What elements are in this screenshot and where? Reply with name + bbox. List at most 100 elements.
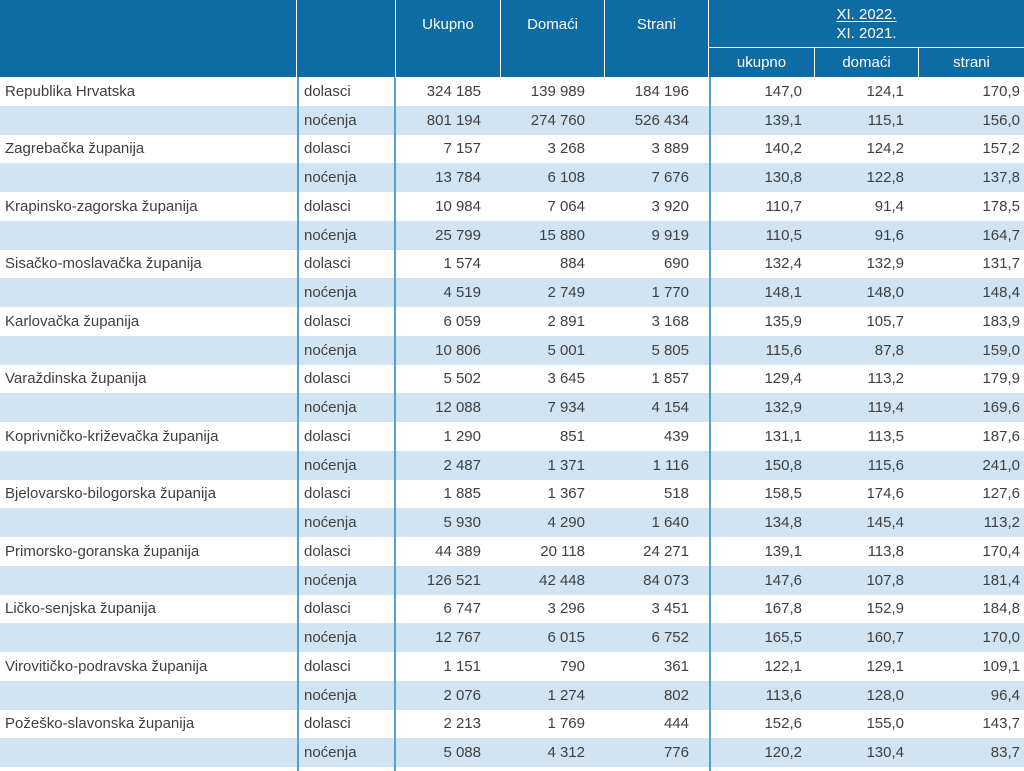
value-strani-cell: 3 168 xyxy=(651,312,689,330)
header-col-domaci: Domaći xyxy=(501,0,605,77)
value-strani-cell: 802 xyxy=(663,686,689,704)
index-strani-cell: 170,0 xyxy=(982,629,1020,647)
value-strani-cell: 444 xyxy=(663,715,689,733)
index-ukupno-cell: 152,6 xyxy=(709,709,815,739)
index-domaci-cell: 129,1 xyxy=(866,657,904,675)
sliver-cell xyxy=(297,767,396,771)
index-domaci-cell: 91,4 xyxy=(874,197,904,215)
measure-label-cell: dolasci xyxy=(297,479,396,509)
index-ukupno-cell: 158,5 xyxy=(709,479,815,509)
value-strani-cell: 1 116 xyxy=(652,456,689,474)
index-strani-cell: 109,1 xyxy=(982,657,1020,675)
value-ukupno-cell: 44 389 xyxy=(435,542,481,560)
index-strani-cell: 169,6 xyxy=(982,399,1020,417)
region-name-cell: Varaždinska županija xyxy=(5,370,147,388)
value-strani-cell: 84 073 xyxy=(643,571,689,589)
index-ukupno-cell: 135,9 xyxy=(709,307,815,336)
measure-label-cell: noćenja xyxy=(297,278,396,307)
header-sub-strani: strani xyxy=(953,54,990,71)
value-ukupno-cell: 10 806 xyxy=(435,341,481,359)
index-ukupno-cell: 122,1 xyxy=(709,652,815,681)
region-name-cell: Bjelovarsko-bilogorska županija xyxy=(5,485,216,503)
table-row: Virovitičko-podravska županija dolasci 1 1… xyxy=(0,652,1024,681)
region-name-cell xyxy=(0,221,297,250)
index-strani-cell: 181,4 xyxy=(982,571,1020,589)
index-domaci-cell: 87,8 xyxy=(874,341,904,359)
index-strani-cell: 148,4 xyxy=(982,284,1020,302)
index-strani-cell: 157,2 xyxy=(982,140,1020,158)
table-row: Krapinsko-zagorska županija dolasci 10 984… xyxy=(0,192,1024,221)
index-domaci-cell: 174,6 xyxy=(866,485,904,503)
value-ukupno-cell: 2 213 xyxy=(443,715,481,733)
value-ukupno-cell: 6 747 xyxy=(443,600,481,618)
index-strani-cell: 137,8 xyxy=(982,169,1020,187)
value-strani-cell: 3 889 xyxy=(651,140,689,158)
index-ukupno-cell: 165,5 xyxy=(709,623,815,652)
index-denominator: XI. 2021. xyxy=(836,24,897,42)
region-name-cell: Sisačko-moslavačka županija xyxy=(5,255,202,273)
index-ukupno-cell: 113,6 xyxy=(709,680,815,710)
value-ukupno-cell: 25 799 xyxy=(435,226,481,244)
index-strani-cell: 83,7 xyxy=(990,744,1020,762)
region-name-cell xyxy=(0,336,297,365)
sliver-cell xyxy=(501,767,605,771)
index-strani-cell: 143,7 xyxy=(982,715,1020,733)
table-row: noćenja 2 487 1 371 1 116 150,8 115,6 241,0 xyxy=(0,450,1024,480)
value-domaci-cell: 1 367 xyxy=(547,485,585,503)
value-strani-cell: 3 451 xyxy=(651,600,689,618)
index-ukupno-cell: 139,1 xyxy=(709,105,815,135)
index-ukupno-cell: 148,1 xyxy=(709,278,815,307)
value-domaci-cell: 7 934 xyxy=(547,399,585,417)
region-name-cell: Krapinsko-zagorska županija xyxy=(5,197,198,215)
table-row: noćenja 25 799 15 880 9 919 110,5 91,6 164,7 xyxy=(0,220,1024,250)
value-ukupno-cell: 1 885 xyxy=(443,485,481,503)
region-name-cell: Koprivničko-križevačka županija xyxy=(5,427,219,445)
value-domaci-cell: 2 891 xyxy=(547,312,585,330)
value-domaci-cell: 42 448 xyxy=(539,571,585,589)
measure-label-cell: dolasci xyxy=(297,422,396,451)
value-strani-cell: 776 xyxy=(663,744,689,762)
sliver-cell xyxy=(815,767,919,771)
region-name-cell: Zagrebačka županija xyxy=(5,140,145,158)
table-row: noćenja 5 088 4 312 776 120,2 130,4 83,7 xyxy=(0,738,1024,767)
measure-label-cell: dolasci xyxy=(297,249,396,279)
value-ukupno-cell: 13 784 xyxy=(435,169,481,187)
value-domaci-cell: 884 xyxy=(559,255,585,273)
region-name-cell xyxy=(0,163,297,192)
table-row: noćenja 13 784 6 108 7 676 130,8 122,8 137,8 xyxy=(0,163,1024,192)
value-ukupno-cell: 5 930 xyxy=(443,514,481,532)
table-row: Republika Hrvatska dolasci 324 185 139 989 1… xyxy=(0,77,1024,106)
measure-label-cell: noćenja xyxy=(297,450,396,480)
value-strani-cell: 184 196 xyxy=(634,82,689,100)
value-domaci-cell: 7 064 xyxy=(547,197,585,215)
region-name-cell xyxy=(0,623,297,652)
measure-label-cell: dolasci xyxy=(297,134,396,164)
index-ukupno-cell: 110,7 xyxy=(709,192,815,221)
index-domaci-cell: 107,8 xyxy=(866,571,904,589)
table-body: Republika Hrvatska dolasci 324 185 139 989 1… xyxy=(0,77,1024,767)
value-ukupno-cell: 324 185 xyxy=(426,82,481,100)
value-ukupno-cell: 126 521 xyxy=(426,571,481,589)
index-strani-cell: 241,0 xyxy=(982,456,1020,474)
measure-label-cell: dolasci xyxy=(297,77,396,106)
measure-label-cell: dolasci xyxy=(297,192,396,221)
value-domaci-cell: 3 645 xyxy=(547,370,585,388)
measure-label-cell: dolasci xyxy=(297,364,396,394)
sliver-cell xyxy=(0,767,297,771)
region-name-cell xyxy=(0,566,297,595)
value-domaci-cell: 6 015 xyxy=(547,629,585,647)
measure-label-cell: dolasci xyxy=(297,652,396,681)
index-strani-cell: 183,9 xyxy=(982,312,1020,330)
index-domaci-cell: 128,0 xyxy=(866,686,904,704)
value-domaci-cell: 2 749 xyxy=(547,284,585,302)
index-domaci-cell: 152,9 xyxy=(866,600,904,618)
value-ukupno-cell: 6 059 xyxy=(443,312,481,330)
measure-label-cell: dolasci xyxy=(297,537,396,566)
table-row: Sisačko-moslavačka županija dolasci 1 574 8… xyxy=(0,249,1024,279)
index-domaci-cell: 130,4 xyxy=(866,744,904,762)
header-col-ukupno-label: Ukupno xyxy=(422,15,474,33)
index-ukupno-cell: 150,8 xyxy=(709,450,815,480)
region-name-cell xyxy=(0,451,297,480)
table-row: Primorsko-goranska županija dolasci 44 389… xyxy=(0,537,1024,566)
index-ukupno-cell: 140,2 xyxy=(709,134,815,164)
